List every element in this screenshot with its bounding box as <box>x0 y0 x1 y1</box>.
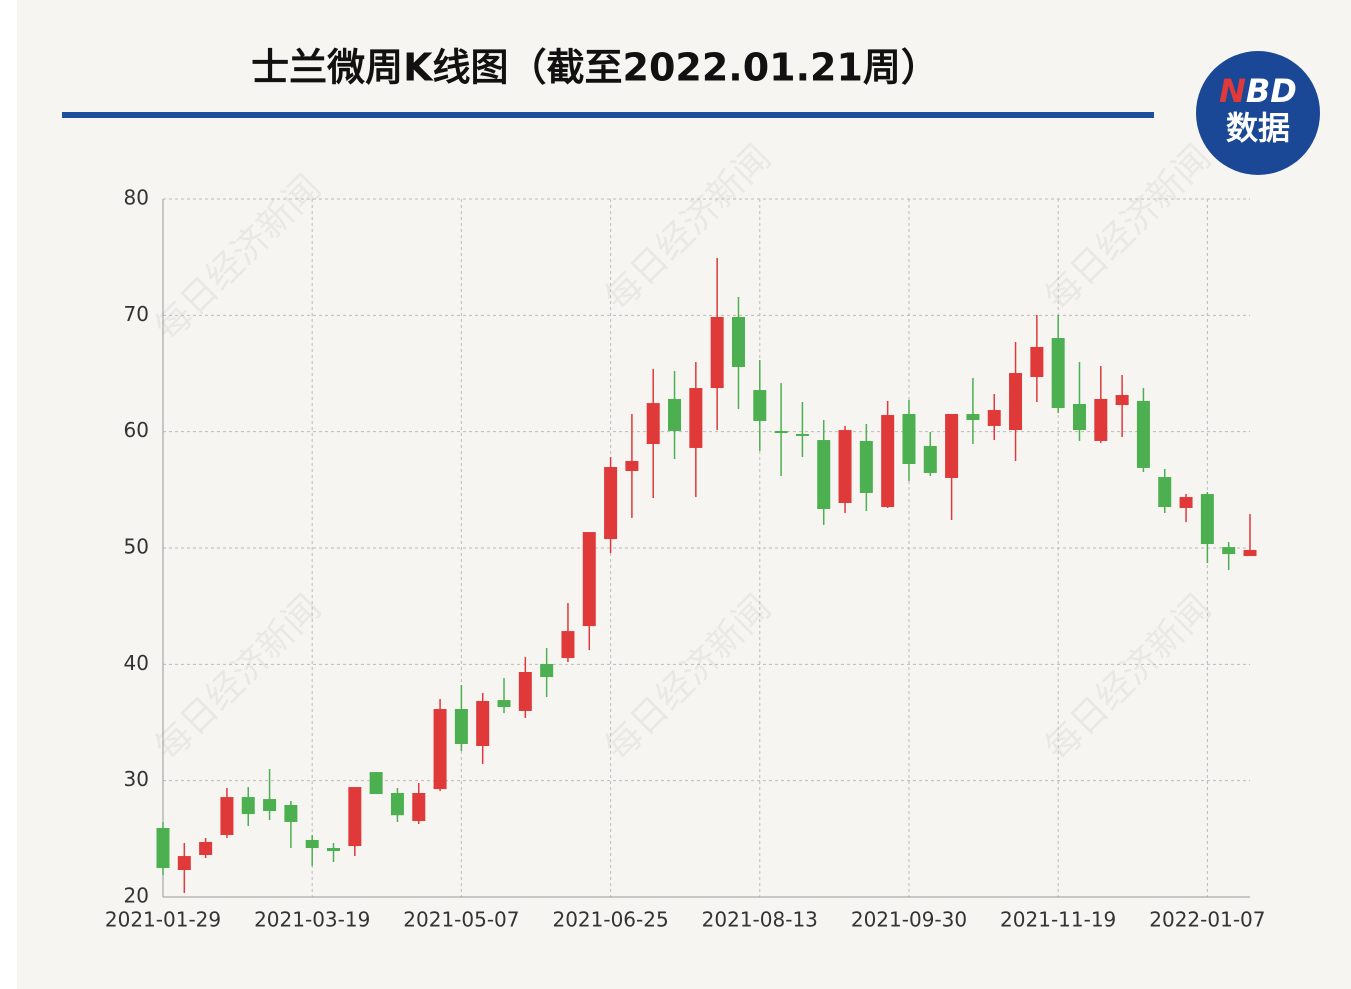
background <box>17 0 1351 989</box>
candle-body <box>945 413 959 478</box>
logo-text: NBD <box>1219 72 1297 110</box>
x-tick-label: 2021-05-07 <box>403 908 519 932</box>
candle-body <box>987 410 1001 426</box>
candle-body <box>1030 346 1044 377</box>
candle-body <box>1051 338 1065 409</box>
y-tick-label: 40 <box>124 651 149 675</box>
logo-bd: BD <box>1246 72 1297 110</box>
candle-body <box>923 445 937 473</box>
candle-body <box>625 460 639 471</box>
chart-title: 士兰微周K线图（截至2022.01.21周） <box>251 46 939 90</box>
candle-body <box>561 631 575 659</box>
candle-body <box>497 700 511 708</box>
candle-body <box>1115 395 1129 406</box>
candle-body <box>1243 549 1257 557</box>
candle-body <box>646 403 660 444</box>
candle-body <box>902 413 916 465</box>
logo-n: N <box>1219 72 1246 110</box>
candle-body <box>753 390 767 421</box>
candle-body <box>1072 403 1086 431</box>
candle-body <box>838 430 852 503</box>
candle-body <box>881 415 895 508</box>
y-tick-label: 80 <box>124 186 149 210</box>
candle-body <box>1158 477 1172 508</box>
x-tick-label: 2021-08-13 <box>702 908 818 932</box>
x-tick-label: 2021-06-25 <box>552 908 668 932</box>
candle-body <box>540 663 554 678</box>
candle-body <box>859 440 873 493</box>
candle-body <box>966 413 980 421</box>
x-tick-label: 2021-09-30 <box>851 908 967 932</box>
candle-body <box>604 467 618 540</box>
candle-body <box>284 804 298 822</box>
candle-body <box>220 797 234 835</box>
candle-body <box>1222 547 1236 555</box>
candle-body <box>327 848 341 852</box>
logo-sub: 数据 <box>1226 109 1290 147</box>
x-tick-label: 2021-01-29 <box>105 908 221 932</box>
candle-body <box>817 440 831 510</box>
candle-body <box>774 430 788 434</box>
y-tick-label: 70 <box>124 302 149 326</box>
candle-body <box>369 772 383 795</box>
candle-body <box>1200 494 1214 545</box>
candle-body <box>305 839 319 849</box>
candle-body <box>582 532 596 627</box>
candle-body <box>1136 400 1150 468</box>
y-tick-label: 50 <box>124 535 149 559</box>
candle-body <box>199 841 213 856</box>
candle-body <box>795 433 809 436</box>
x-tick-label: 2021-11-19 <box>1000 908 1116 932</box>
candle-body <box>518 672 532 711</box>
title-rule <box>62 112 1154 118</box>
candle-body <box>348 787 362 847</box>
candle-body <box>710 316 724 389</box>
candle-body <box>476 700 490 746</box>
candle-body <box>156 828 170 869</box>
candle-body <box>689 388 703 448</box>
candle-body <box>668 398 682 431</box>
y-tick-label: 30 <box>124 767 149 791</box>
x-tick-label: 2022-01-07 <box>1149 908 1265 932</box>
candle-body <box>731 316 745 367</box>
candle-body <box>454 709 468 745</box>
candle-body <box>1009 373 1023 431</box>
x-tick-label: 2021-03-19 <box>254 908 370 932</box>
candle-body <box>1179 497 1193 508</box>
y-tick-label: 60 <box>124 418 149 442</box>
y-tick-label: 20 <box>124 884 149 908</box>
candle-body <box>433 709 447 790</box>
candle-body <box>412 792 426 822</box>
candle-body <box>241 797 255 815</box>
candle-body <box>1094 398 1108 441</box>
candle-body <box>177 856 191 871</box>
logo <box>1196 51 1320 175</box>
candle-body <box>390 792 404 816</box>
candle-body <box>263 799 277 812</box>
